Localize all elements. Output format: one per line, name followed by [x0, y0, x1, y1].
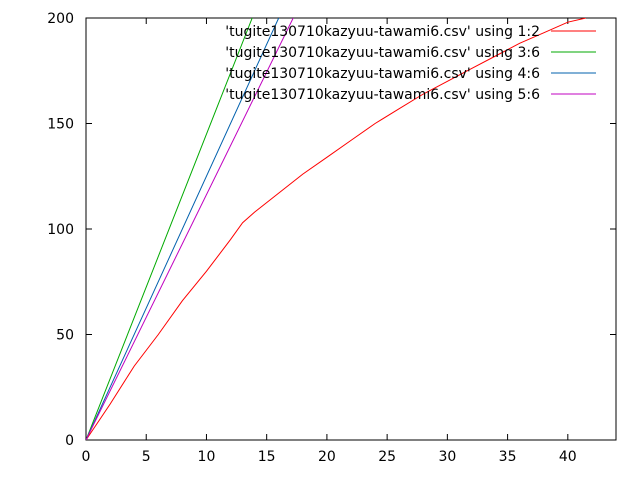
- legend-label-2: 'tugite130710kazyuu-tawami6.csv' using 3…: [225, 45, 540, 61]
- legend: 'tugite130710kazyuu-tawami6.csv' using 1…: [225, 24, 596, 103]
- x-tick-label: 5: [142, 449, 151, 465]
- series-lines: [86, 18, 587, 440]
- x-tick-label: 40: [559, 449, 577, 465]
- y-tick-label: 50: [56, 328, 74, 344]
- series-line-2: [86, 18, 253, 440]
- y-tick-label: 0: [65, 433, 74, 449]
- legend-label-4: 'tugite130710kazyuu-tawami6.csv' using 5…: [225, 87, 540, 103]
- y-tick-label: 200: [47, 11, 74, 27]
- axis-ticks: 0 5 10 15 20 25 30 35 40 0 50 100 150 200: [47, 11, 616, 465]
- series-line-4: [86, 18, 294, 440]
- x-tick-label: 15: [258, 449, 276, 465]
- legend-label-1: 'tugite130710kazyuu-tawami6.csv' using 1…: [225, 24, 540, 40]
- x-tick-label: 30: [438, 449, 456, 465]
- y-tick-label: 100: [47, 222, 74, 238]
- series-line-3: [86, 18, 280, 440]
- series-line-1: [86, 18, 587, 440]
- x-tick-label: 35: [499, 449, 517, 465]
- x-tick-label: 10: [198, 449, 216, 465]
- x-tick-label: 20: [318, 449, 336, 465]
- y-tick-label: 150: [47, 117, 74, 133]
- x-tick-label: 0: [82, 449, 91, 465]
- x-tick-label: 25: [378, 449, 396, 465]
- legend-label-3: 'tugite130710kazyuu-tawami6.csv' using 4…: [225, 66, 540, 82]
